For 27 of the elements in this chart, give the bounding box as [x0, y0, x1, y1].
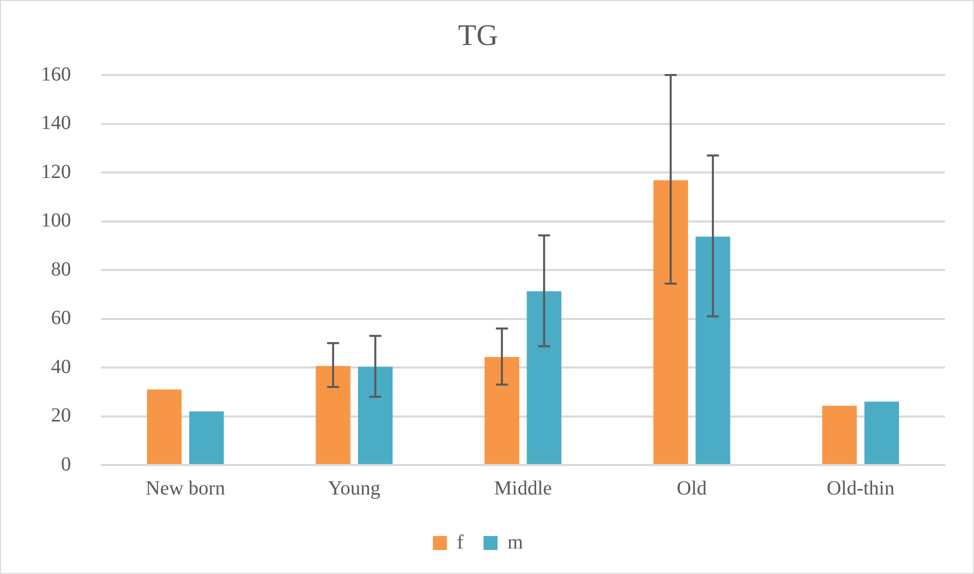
x-tick-label: New born — [146, 477, 226, 500]
y-tick-label: 160 — [41, 63, 71, 86]
x-tick-label: Old — [676, 477, 707, 500]
bar — [696, 236, 730, 464]
y-tick-label: 40 — [51, 356, 71, 378]
y-tick-label: 0 — [61, 453, 71, 476]
y-tick-label: 140 — [41, 112, 71, 134]
legend-label: f — [456, 531, 464, 554]
y-tick-label: 60 — [51, 307, 71, 329]
x-tick-label: Young — [328, 477, 380, 500]
chart-title: TG — [458, 18, 498, 52]
bar — [653, 180, 688, 464]
x-tick-label: Middle — [494, 477, 552, 500]
y-tick-label: 20 — [51, 404, 71, 426]
bar — [484, 357, 520, 464]
bar — [822, 406, 857, 464]
bar — [358, 366, 393, 464]
legend-label: m — [508, 531, 524, 554]
y-tick-label: 80 — [51, 258, 71, 280]
y-tick-label: 120 — [41, 160, 71, 183]
bar — [526, 291, 562, 464]
y-tick-label: 100 — [41, 210, 71, 232]
bar — [316, 366, 350, 464]
x-tick-label: Old-thin — [826, 477, 894, 500]
bar — [189, 411, 224, 464]
bar — [864, 402, 899, 464]
bar — [147, 389, 182, 464]
